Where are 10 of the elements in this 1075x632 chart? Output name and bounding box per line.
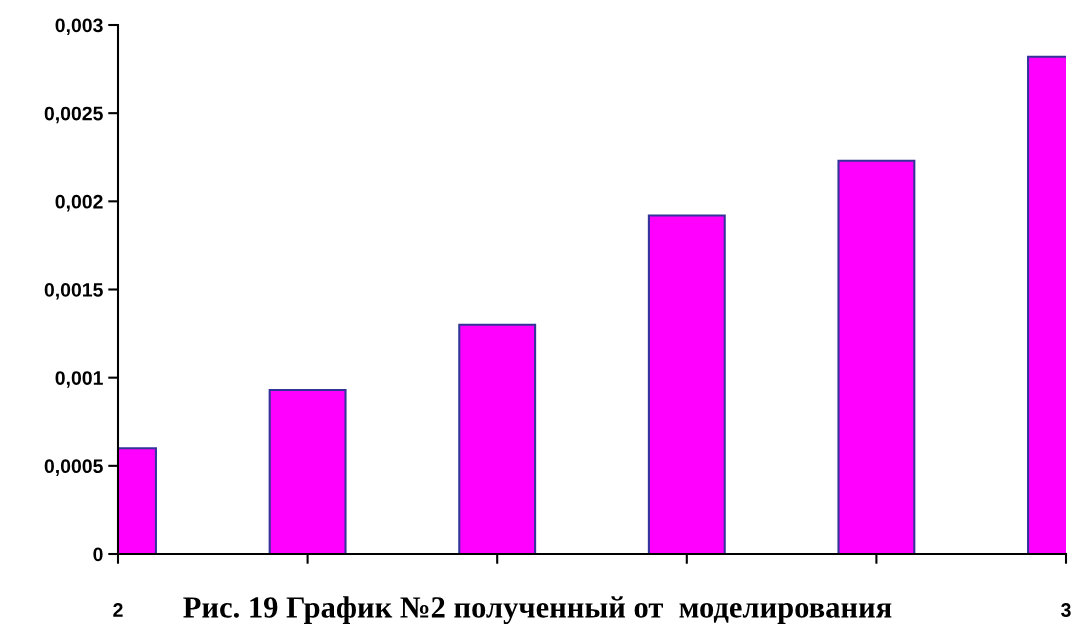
- x-tick-label: 3: [1061, 603, 1071, 617]
- y-tick-label: 0: [93, 547, 103, 562]
- y-tick-label: 0,0005: [44, 459, 103, 476]
- y-tick-label: 0,0025: [44, 106, 103, 124]
- text: Рис. 19 График №2 полученный от моделирования: [183, 596, 892, 624]
- y-tick-label: 0,001: [55, 371, 103, 388]
- x-tick-label: 2: [113, 603, 123, 617]
- y-tick-label: 0,003: [55, 18, 103, 36]
- y-tick-label: 0,0015: [44, 282, 103, 300]
- y-tick-label: 0,002: [55, 194, 103, 212]
